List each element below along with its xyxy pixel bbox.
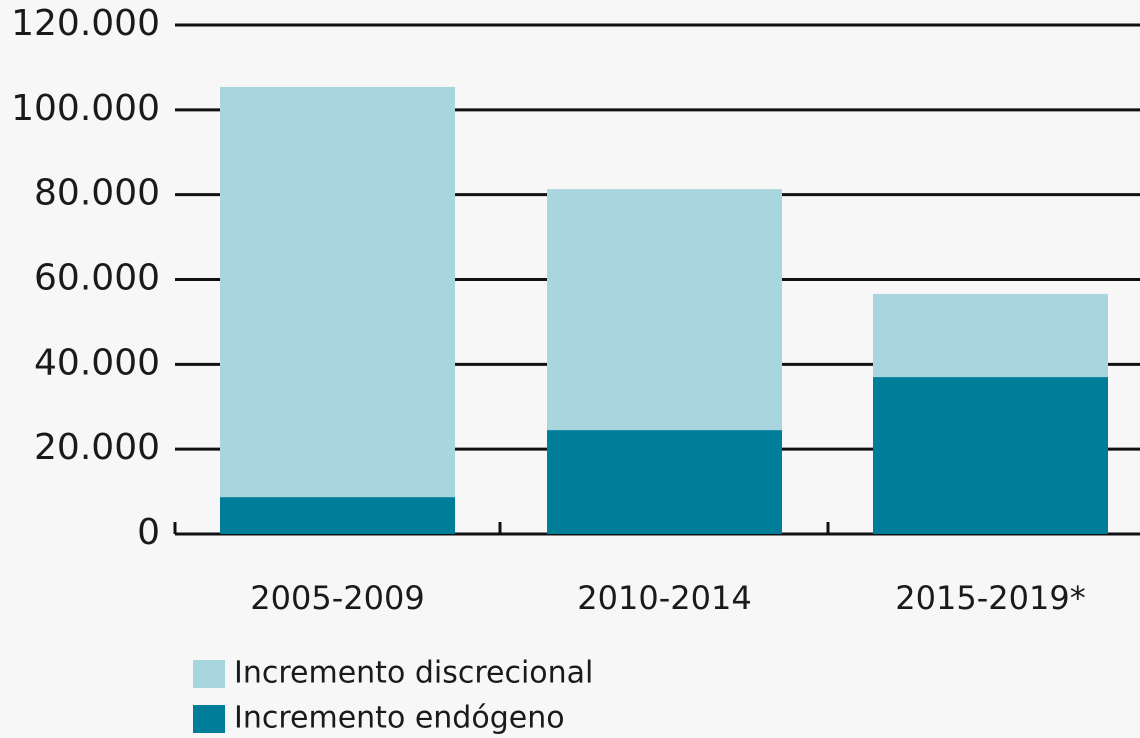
x-tick-label: 2005-2009	[250, 579, 424, 617]
y-tick-label: 60.000	[34, 258, 160, 299]
y-tick-label: 20.000	[34, 427, 160, 468]
legend-swatch	[193, 705, 225, 733]
y-tick-label: 100.000	[11, 88, 160, 129]
bar-segment	[873, 293, 1108, 378]
bar-segment	[547, 430, 782, 534]
bar-segment	[547, 189, 782, 431]
legend-swatch	[193, 660, 225, 688]
bar-segment	[220, 497, 455, 534]
y-tick-label: 80.000	[34, 173, 160, 214]
x-tick-label: 2010-2014	[577, 579, 751, 617]
y-tick-label: 0	[137, 512, 160, 553]
y-tick-label: 120.000	[11, 3, 160, 44]
bar-segment	[220, 86, 455, 498]
x-tick-label: 2015-2019*	[895, 579, 1085, 617]
legend-label: Incremento discrecional	[234, 656, 593, 691]
legend-label: Incremento endógeno	[234, 701, 565, 736]
bar-segment	[873, 377, 1108, 534]
y-tick-label: 40.000	[34, 342, 160, 383]
